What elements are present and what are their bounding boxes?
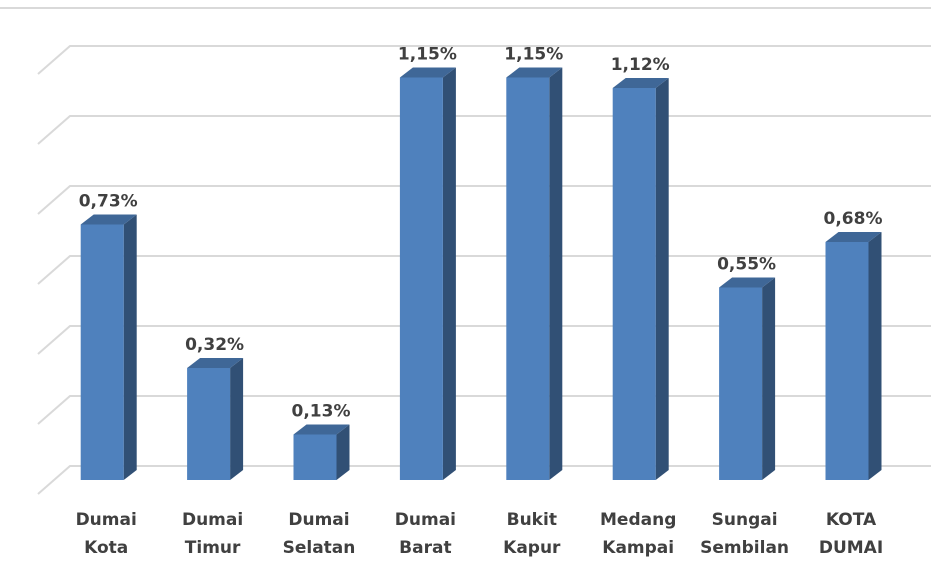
bar-side [442,67,456,480]
value-label: 0,55% [717,255,776,275]
bar [187,368,231,480]
bar [80,224,124,480]
grid-line [37,115,931,145]
bar-top [399,67,456,78]
value-label: 0,73% [79,192,138,212]
bar-side [868,232,882,480]
value-label: 1,15% [398,45,457,65]
bar [293,434,337,480]
x-tick-label: KOTA DUMAI [818,510,884,558]
x-tick-label: Dumai Timur [181,510,244,558]
bar-side [123,214,137,480]
x-tick-label: Dumai Selatan [282,510,356,558]
bar-top [80,214,137,225]
value-label: 1,12% [611,55,670,75]
bar [719,287,763,480]
grid-line [37,395,931,425]
bar-top [825,232,882,242]
bar-top [506,67,563,78]
grid-line [37,185,931,215]
grid-line [37,255,931,285]
value-label: 1,15% [504,45,563,65]
x-tick-label: Dumai Kota [75,510,137,558]
x-tick-label: Sungai Sembilan [700,510,790,558]
grid-line [37,45,931,75]
value-label: 0,68% [824,209,883,229]
bar-side [762,277,776,480]
bar [506,77,550,480]
grid-line [37,325,931,355]
bar-top [719,277,776,288]
bar [825,242,869,480]
bar-side [655,78,669,480]
bar [399,77,443,480]
bar-top [612,78,669,88]
x-tick-label: Medang Kampai [600,510,677,558]
bar [612,88,656,480]
bar-side [336,424,350,480]
bar-side [549,67,563,480]
bar-top [293,424,350,435]
bar-top [187,358,244,368]
bar-side [230,358,244,480]
value-label: 0,32% [185,335,244,355]
value-label: 0,13% [292,402,351,422]
x-tick-label: Dumai Barat [394,510,456,558]
grid-line [37,465,931,495]
x-tick-label: Bukit Kapur [503,510,561,558]
